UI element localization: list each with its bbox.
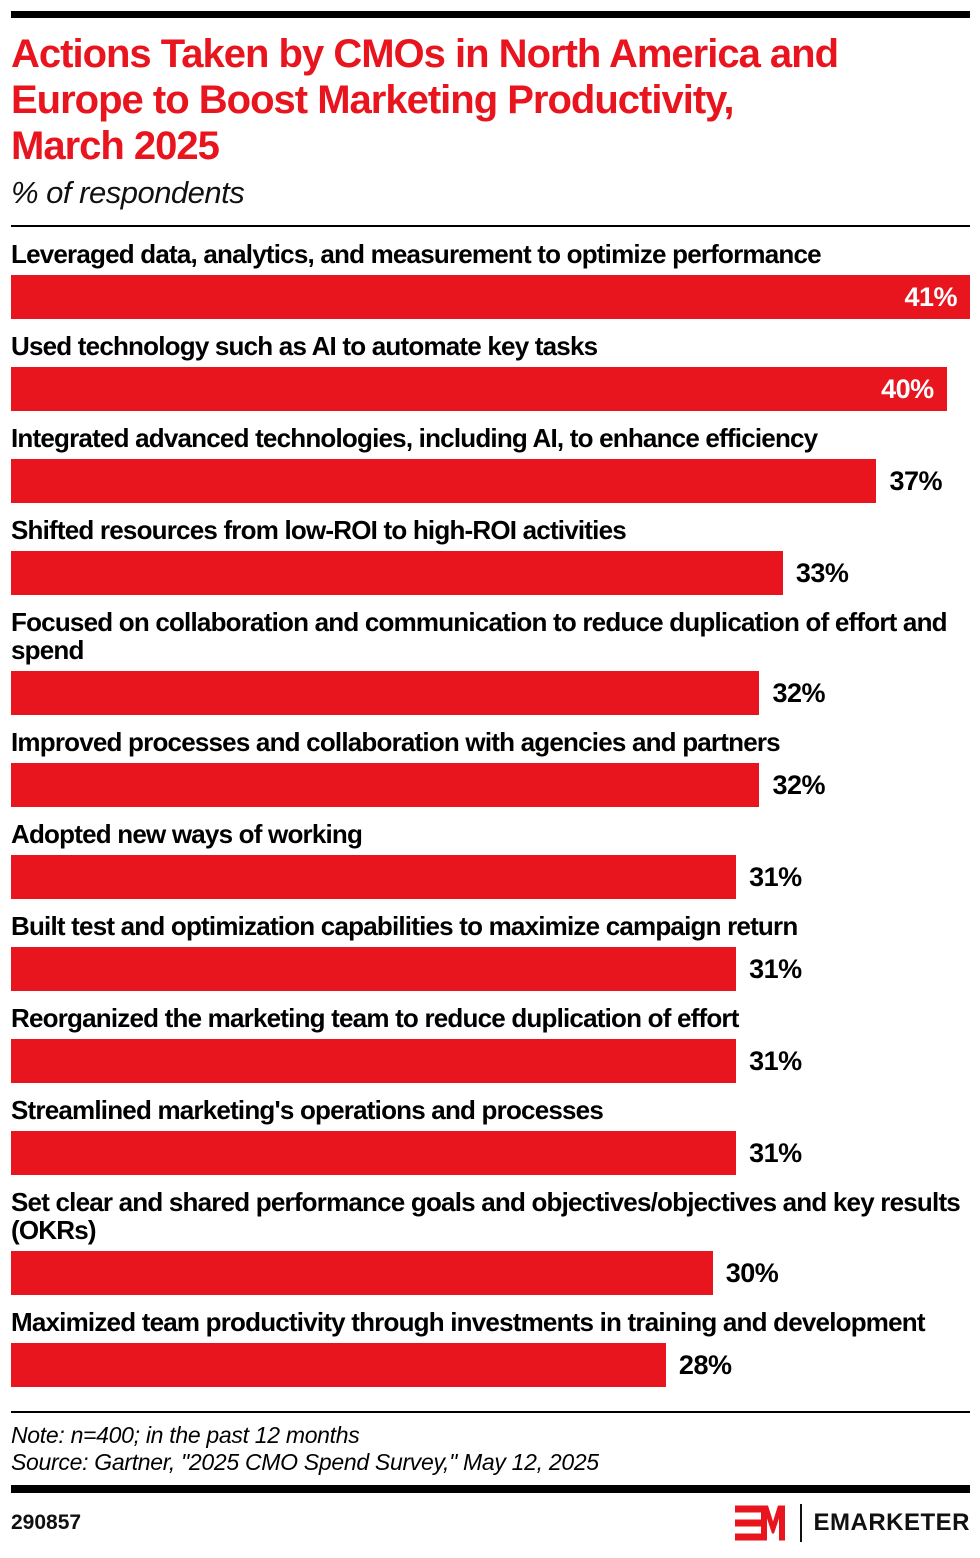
bar-label: Reorganized the marketing team to reduce… <box>11 1003 739 1033</box>
bar <box>11 947 737 991</box>
bar <box>11 763 760 807</box>
bar-value-inside: 41% <box>904 281 957 312</box>
bar-value-outside: 31% <box>749 1045 802 1076</box>
bar-row: Integrated advanced technologies, includ… <box>11 424 970 503</box>
bar-label: Maximized team productivity through inve… <box>11 1307 926 1337</box>
bar-line: 31% <box>11 1131 970 1175</box>
bar-label: Set clear and shared performance goals a… <box>11 1187 961 1245</box>
bar-line: 31% <box>11 1039 970 1083</box>
bar <box>11 1039 737 1083</box>
bar-label: Leveraged data, analytics, and measureme… <box>11 239 822 269</box>
bar-line: 40% <box>11 367 970 411</box>
bar-row: Improved processes and collaboration wit… <box>11 728 970 807</box>
bar-line: 37% <box>11 459 970 503</box>
bar-value-outside: 31% <box>749 1137 802 1168</box>
note-block: Note: n=400; in the past 12 months Sourc… <box>11 1422 970 1476</box>
page-title-line-2: Europe to Boost Marketing Productivity, <box>11 78 735 122</box>
bar <box>11 459 877 503</box>
bar <box>11 671 760 715</box>
page-title-line-1: Actions Taken by CMOs in North America a… <box>11 32 839 76</box>
bar: 40% <box>11 367 947 411</box>
bar-label: Built test and optimization capabilities… <box>11 911 798 941</box>
bar-line: 33% <box>11 551 970 595</box>
bar-value-outside: 30% <box>725 1257 779 1288</box>
brand-divider <box>800 1504 803 1542</box>
bar-row: Set clear and shared performance goals a… <box>11 1188 970 1295</box>
bar-row: Streamlined marketing's operations and p… <box>11 1096 970 1175</box>
bar-line: 31% <box>11 855 970 899</box>
bar-row: Focused on collaboration and communicati… <box>11 608 970 715</box>
bar <box>11 1251 713 1295</box>
bar-label: Integrated advanced technologies, includ… <box>11 423 818 453</box>
header-separator <box>11 225 970 227</box>
bars: Leveraged data, analytics, and measureme… <box>11 240 970 1387</box>
bar-value-outside: 32% <box>772 677 826 708</box>
brand-wordmark: EMARKETER <box>813 1509 970 1536</box>
bar-value-inside: 40% <box>881 373 934 404</box>
bar <box>11 551 783 595</box>
bar-label: Improved processes and collaboration wit… <box>11 727 781 757</box>
page-title-line-3: March 2025 <box>11 124 220 168</box>
bar-value-outside: 31% <box>749 861 802 892</box>
page-subtitle: % of respondents <box>11 175 245 210</box>
bar-row: Maximized team productivity through inve… <box>11 1308 970 1387</box>
bottom-rule <box>11 1485 970 1493</box>
bar-label: Used technology such as AI to automate k… <box>11 331 598 361</box>
chart-id: 290857 <box>11 1511 82 1534</box>
bar-value-outside: 32% <box>772 769 826 800</box>
bar <box>11 855 737 899</box>
note-text: Note: n=400; in the past 12 months <box>11 1422 360 1448</box>
bar-row: Built test and optimization capabilities… <box>11 912 970 991</box>
top-rule <box>11 11 970 18</box>
bar-value-outside: 31% <box>749 953 802 984</box>
bar-line: 30% <box>11 1251 970 1295</box>
footer-row: 290857 EMARKETER <box>11 1504 970 1542</box>
bar-value-outside: 33% <box>795 557 849 588</box>
bar-line: 28% <box>11 1343 970 1387</box>
bar-value-outside: 37% <box>889 465 942 496</box>
page-title: Actions Taken by CMOs in North America a… <box>11 31 970 169</box>
bar-label: Focused on collaboration and communicati… <box>11 607 948 665</box>
bar-value-outside: 28% <box>678 1349 732 1380</box>
bar-row: Adopted new ways of working 31% <box>11 820 970 899</box>
source-text: Source: Gartner, "2025 CMO Spend Survey,… <box>11 1449 599 1475</box>
emarketer-logo: EMARKETER <box>735 1504 970 1542</box>
bar-line: 41% <box>11 275 970 319</box>
bar-line: 32% <box>11 671 970 715</box>
em-monogram-icon <box>735 1505 786 1541</box>
bar: 41% <box>11 275 970 319</box>
bar-line: 31% <box>11 947 970 991</box>
bar-row: Used technology such as AI to automate k… <box>11 332 970 411</box>
bar-label: Streamlined marketing's operations and p… <box>11 1095 604 1125</box>
bar-row: Reorganized the marketing team to reduce… <box>11 1004 970 1083</box>
bar-line: 32% <box>11 763 970 807</box>
bar-row: Leveraged data, analytics, and measureme… <box>11 240 970 319</box>
footer-separator <box>11 1411 970 1413</box>
bar-label: Shifted resources from low-ROI to high-R… <box>11 515 627 545</box>
bar-label: Adopted new ways of working <box>11 819 363 849</box>
bar <box>11 1131 737 1175</box>
bar <box>11 1343 666 1387</box>
bar-row: Shifted resources from low-ROI to high-R… <box>11 516 970 595</box>
